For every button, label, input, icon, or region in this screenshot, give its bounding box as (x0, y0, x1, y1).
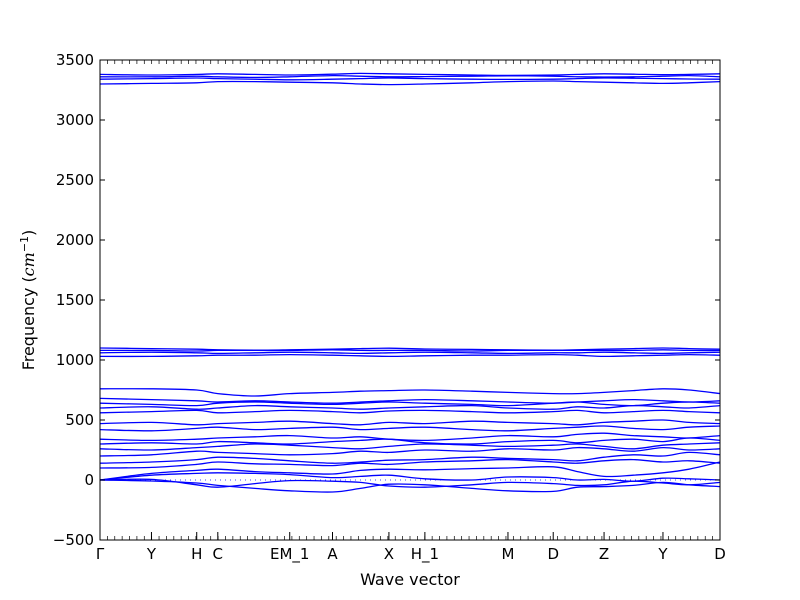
band-line-8 (99, 442, 721, 451)
band-line-23 (99, 77, 721, 81)
band-line-12 (99, 419, 721, 426)
band-line-7 (99, 446, 721, 457)
y-tick-label: 2500 (56, 171, 94, 189)
band-line-22 (99, 80, 721, 86)
band-line-17 (99, 388, 721, 397)
axis-ticks: −500 0 500 1000 1500 2000 2500 3000 3500 Γ Y H C EM_1… (53, 51, 726, 564)
y-axis-label-unit: cm (19, 252, 38, 276)
x-tick-label: Y (657, 545, 668, 563)
x-tick-label: Γ (96, 545, 105, 563)
band-line-10 (99, 432, 721, 442)
band-line-24 (99, 74, 721, 79)
y-axis-label-text: Frequency ( (19, 276, 38, 370)
band-line-18 (99, 353, 721, 358)
y-tick-label: 1500 (56, 291, 94, 309)
band-line-1 (99, 479, 721, 493)
y-tick-label: −500 (53, 531, 94, 549)
y-axis-label: Frequency (cm−1) (18, 230, 38, 371)
x-tick-label: C (213, 545, 223, 563)
band-line-11 (99, 425, 721, 432)
x-tick-label: H_1 (411, 545, 439, 564)
band-lines (99, 72, 721, 493)
y-tick-label: 0 (84, 471, 94, 489)
x-tick-label: X (384, 545, 394, 563)
band-line-16 (99, 397, 721, 404)
x-tick-label: D (714, 545, 726, 563)
y-tick-label: 3000 (56, 111, 94, 129)
x-tick-label: Y (146, 545, 157, 563)
band-line-3 (99, 472, 721, 482)
x-tick-label: D (547, 545, 559, 563)
x-tick-label: EM_1 (270, 545, 309, 564)
x-tick-label: H (191, 545, 202, 563)
plot-frame (99, 59, 721, 541)
y-axis-label-exponent: −1 (18, 236, 31, 252)
x-axis-label: Wave vector (360, 570, 460, 589)
x-tick-label: Z (599, 545, 609, 563)
band-line-6 (99, 451, 721, 464)
y-tick-label: 2000 (56, 231, 94, 249)
band-line-21 (99, 347, 721, 351)
y-tick-label: 1000 (56, 351, 94, 369)
y-axis-label-close: ) (19, 230, 38, 236)
band-line-25 (99, 72, 721, 77)
band-line-5 (99, 458, 721, 469)
x-tick-label: M (501, 545, 514, 563)
band-line-15 (99, 401, 721, 407)
band-line-13 (99, 409, 721, 414)
y-tick-label: 3500 (56, 51, 94, 69)
band-line-9 (99, 437, 721, 445)
band-line-4 (99, 461, 721, 481)
y-tick-label: 500 (65, 411, 94, 429)
x-tick-label: A (327, 545, 338, 563)
band-line-19 (99, 351, 721, 355)
